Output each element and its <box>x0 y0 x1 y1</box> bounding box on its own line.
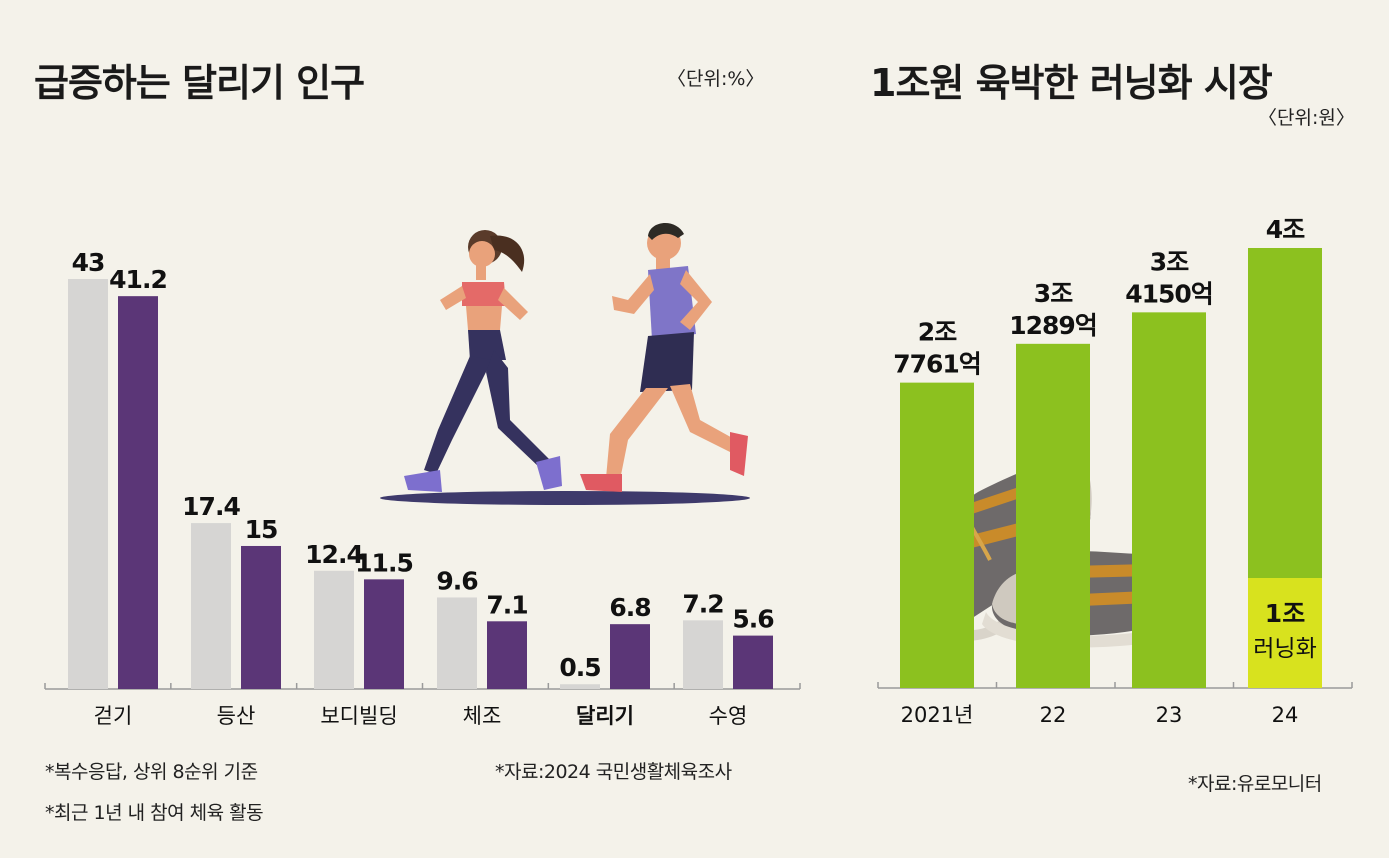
left-value-label: 7.1 <box>486 590 527 619</box>
left-bar-체조-s1 <box>487 621 527 689</box>
right-segment-value-label: 1조 <box>1265 599 1305 628</box>
left-category-label: 등산 <box>217 704 256 728</box>
right-category-label: 24 <box>1272 703 1299 727</box>
left-bar-달리기-s0 <box>560 684 600 689</box>
right-category-label: 23 <box>1156 703 1183 727</box>
left-note-2: *최근 1년 내 참여 체육 활동 <box>45 802 264 824</box>
left-category-label: 보디빌딩 <box>320 704 397 728</box>
right-value-label: 1289억 <box>1009 311 1097 340</box>
left-bar-수영-s0 <box>683 620 723 689</box>
right-chart-title: 1조원 육박한 러닝화 시장 <box>870 61 1273 105</box>
left-value-label: 11.5 <box>355 548 413 577</box>
left-note-1: *복수응답, 상위 8순위 기준 <box>45 761 258 783</box>
left-value-label: 17.4 <box>182 492 240 521</box>
left-bar-수영-s1 <box>733 635 773 689</box>
left-value-label: 5.6 <box>732 605 774 634</box>
right-value-label: 7761억 <box>893 350 981 379</box>
right-category-label: 2021년 <box>901 703 974 727</box>
left-bar-보디빌딩-s0 <box>314 570 354 689</box>
right-value-label: 2조 <box>918 318 957 347</box>
right-segment-name-label: 러닝화 <box>1253 636 1316 662</box>
left-category-label: 체조 <box>463 704 502 728</box>
left-value-label: 7.2 <box>682 589 723 618</box>
left-category-label: 달리기 <box>576 704 634 728</box>
left-value-label: 9.6 <box>436 566 478 595</box>
left-value-label: 12.4 <box>305 540 363 569</box>
right-value-label: 3조 <box>1034 279 1073 308</box>
left-bar-체조-s0 <box>437 597 477 689</box>
right-source: *자료:유로모니터 <box>1188 773 1322 795</box>
left-bar-걷기-s0 <box>68 279 108 689</box>
left-value-label: 43 <box>72 248 105 277</box>
left-value-label: 15 <box>245 515 278 544</box>
right-bar-22 <box>1016 343 1090 688</box>
left-chart-title: 급증하는 달리기 인구 <box>34 61 365 105</box>
right-unit-label: 〈단위:원〉 <box>1258 107 1355 129</box>
right-segment-running-shoes <box>1248 578 1322 688</box>
left-source: *자료:2024 국민생활체육조사 <box>495 761 732 783</box>
left-unit-label: 〈단위:%〉 <box>667 68 765 90</box>
right-value-label: 4조 <box>1266 215 1305 244</box>
right-value-label: 4150억 <box>1125 279 1213 308</box>
left-bar-보디빌딩-s1 <box>364 579 404 689</box>
left-bar-등산-s1 <box>241 545 281 689</box>
left-bar-달리기-s1 <box>610 624 650 689</box>
left-value-label: 6.8 <box>609 593 650 622</box>
right-bar-2021년 <box>900 382 974 688</box>
left-category-label: 수영 <box>709 704 748 728</box>
left-bar-걷기-s1 <box>118 296 158 689</box>
right-value-label: 3조 <box>1150 247 1189 276</box>
left-value-label: 41.2 <box>109 265 167 294</box>
left-category-label: 걷기 <box>94 704 133 728</box>
right-category-label: 22 <box>1040 703 1067 727</box>
left-value-label: 0.5 <box>559 653 600 682</box>
right-bar-23 <box>1132 312 1206 688</box>
left-bar-등산-s0 <box>191 523 231 689</box>
